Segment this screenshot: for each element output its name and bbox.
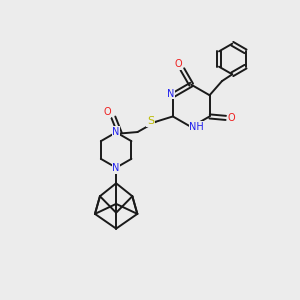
Text: S: S	[147, 116, 154, 126]
Text: O: O	[227, 113, 235, 124]
Text: O: O	[174, 59, 182, 69]
Text: N: N	[112, 163, 120, 173]
Text: N: N	[167, 89, 174, 99]
Text: NH: NH	[189, 122, 204, 132]
Text: N: N	[112, 127, 120, 137]
Text: O: O	[103, 107, 111, 117]
